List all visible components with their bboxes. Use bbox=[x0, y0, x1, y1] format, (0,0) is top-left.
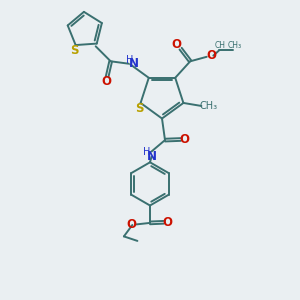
Text: H: H bbox=[143, 147, 150, 157]
Text: N: N bbox=[129, 57, 139, 70]
Text: O: O bbox=[171, 38, 182, 51]
Text: O: O bbox=[101, 75, 112, 88]
Text: S: S bbox=[135, 102, 143, 115]
Text: S: S bbox=[70, 44, 79, 57]
Text: O: O bbox=[163, 216, 173, 229]
Text: CH: CH bbox=[214, 41, 225, 50]
Text: O: O bbox=[206, 49, 216, 62]
Text: O: O bbox=[180, 133, 190, 146]
Text: CH₃: CH₃ bbox=[200, 101, 218, 111]
Text: O: O bbox=[127, 218, 137, 231]
Text: CH₃: CH₃ bbox=[227, 41, 242, 50]
Text: N: N bbox=[146, 150, 157, 163]
Text: H: H bbox=[126, 55, 133, 65]
